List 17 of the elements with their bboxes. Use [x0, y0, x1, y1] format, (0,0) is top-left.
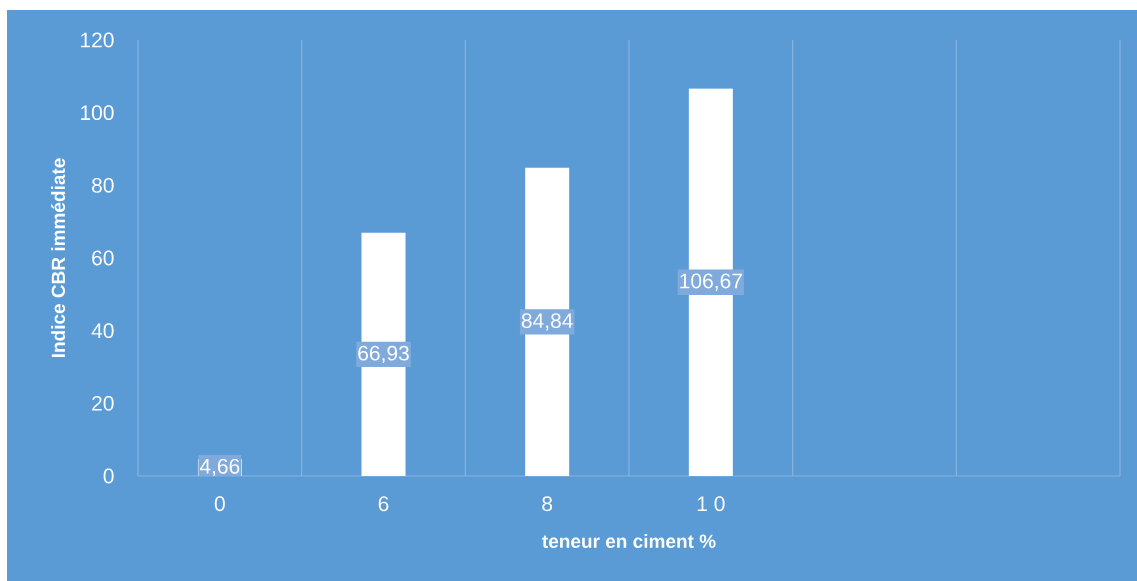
- data-label: 66,93: [358, 345, 409, 364]
- y-tick-label: 80: [92, 177, 114, 193]
- x-tick-label: 8: [542, 496, 553, 512]
- x-tick-label: 1 0: [697, 496, 725, 512]
- y-tick-label: 0: [103, 468, 114, 484]
- y-tick-label: 120: [81, 32, 114, 48]
- data-label: 84,84: [521, 313, 573, 331]
- y-tick-label: 100: [81, 105, 114, 121]
- data-label: 4,66: [199, 458, 240, 477]
- y-axis-title: Indice CBR immédiate: [50, 158, 66, 358]
- x-tick-label: 6: [378, 496, 389, 512]
- y-tick-label: 60: [92, 250, 114, 266]
- x-axis-title: teneur en ciment %: [542, 534, 716, 548]
- y-tick-label: 40: [91, 323, 114, 339]
- x-tick-label: 0: [214, 496, 225, 512]
- data-label: 106,67: [680, 273, 742, 291]
- y-tick-label: 20: [92, 395, 114, 411]
